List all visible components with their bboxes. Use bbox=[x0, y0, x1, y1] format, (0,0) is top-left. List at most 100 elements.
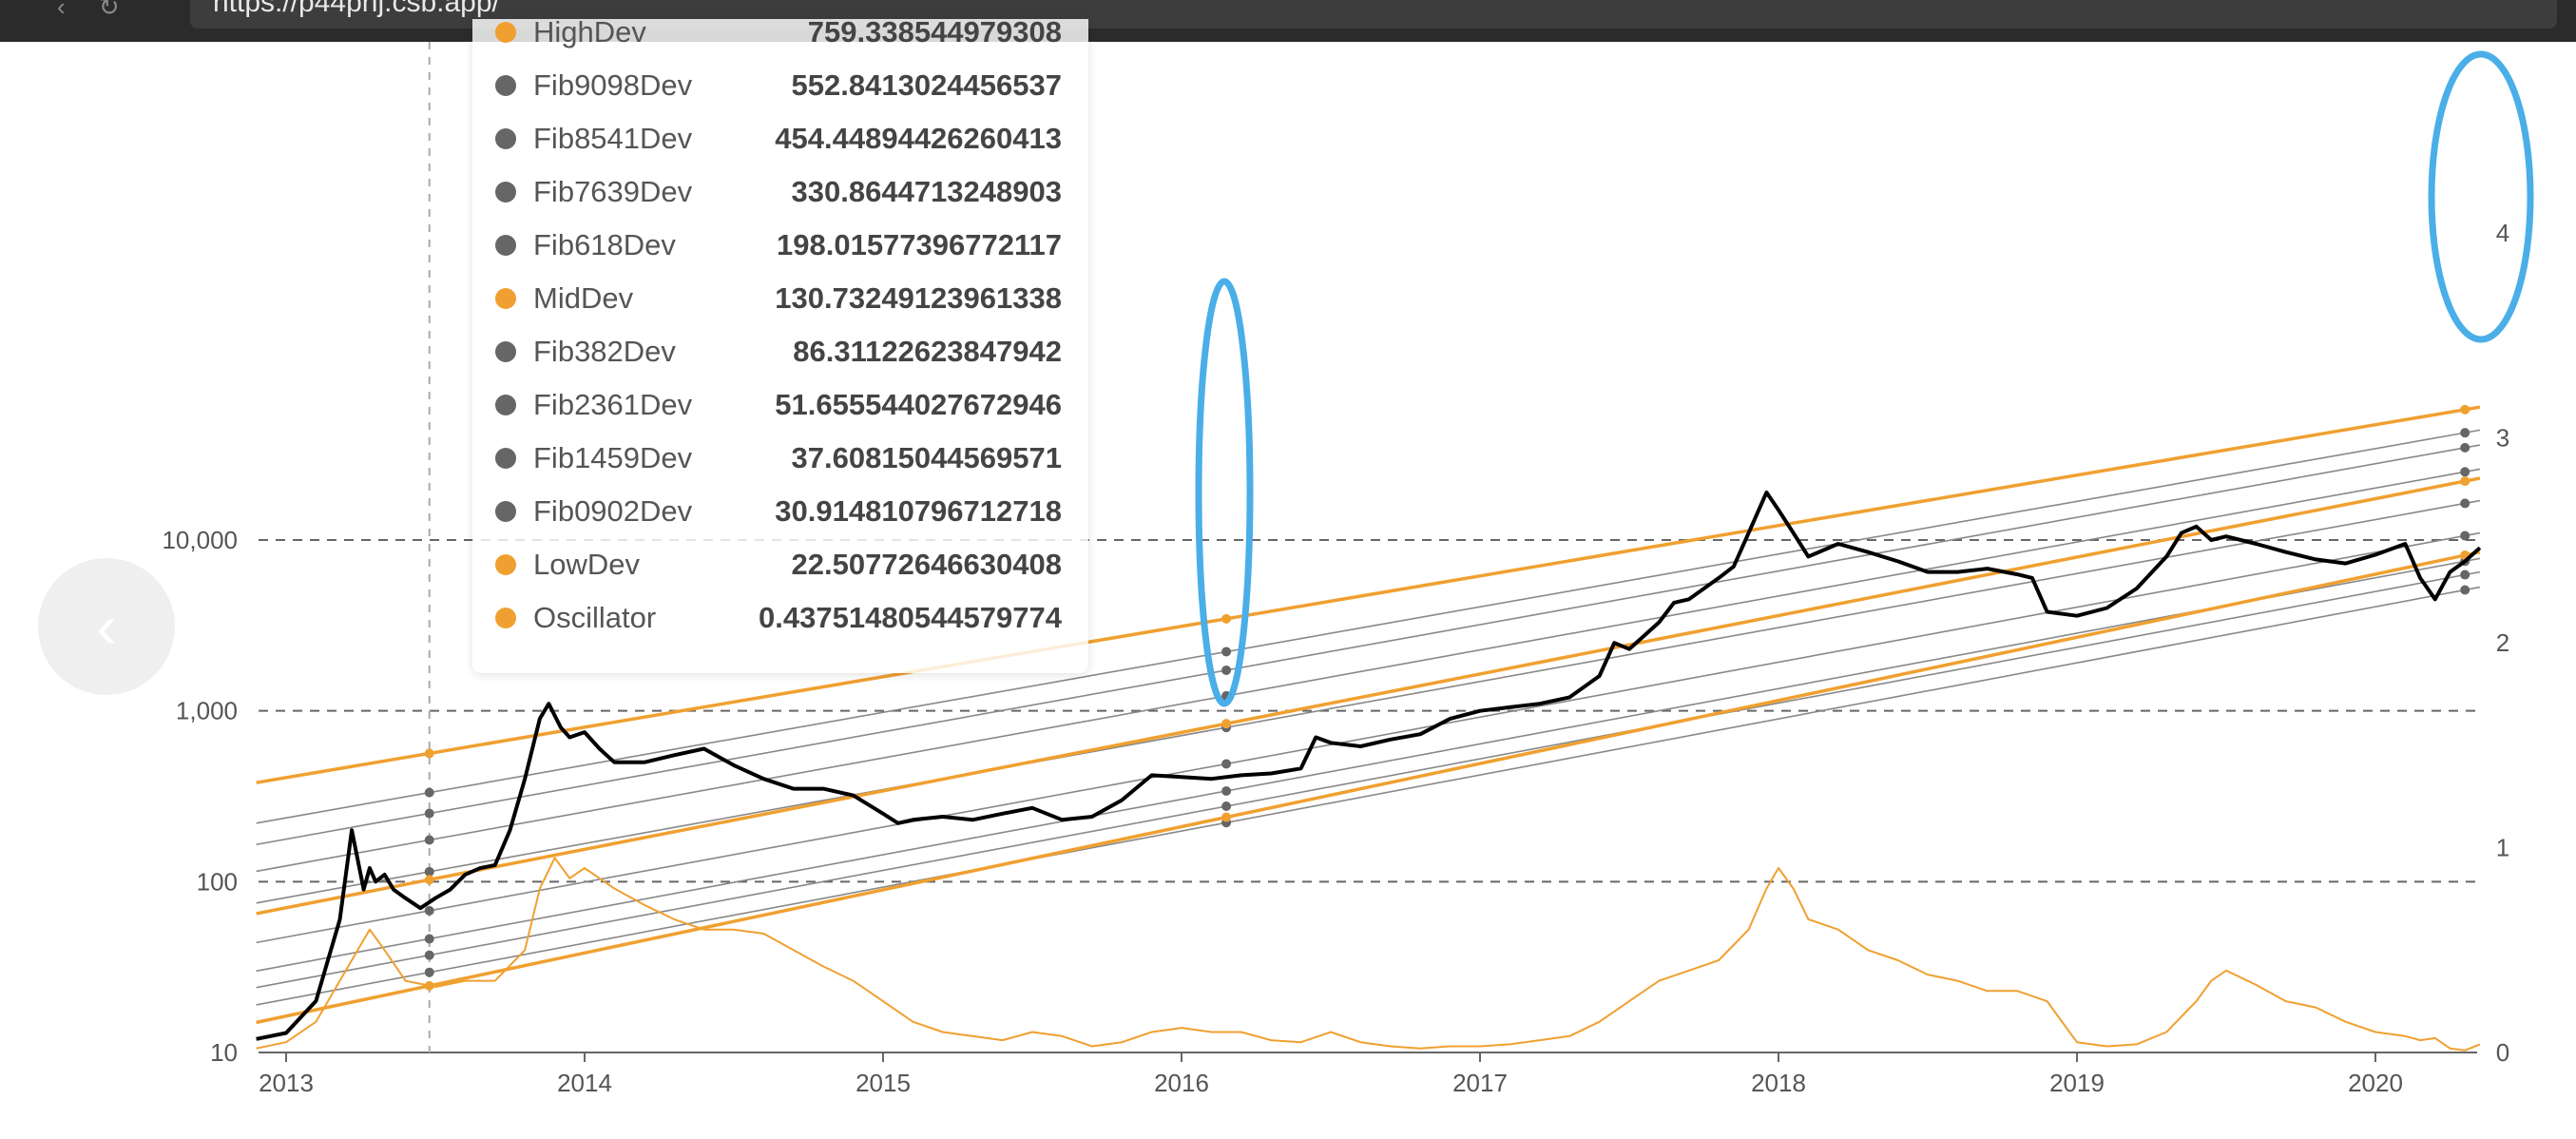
tooltip-series-value: 759.338544979308 bbox=[807, 19, 1062, 48]
tooltip-series-value: 51.655544027672946 bbox=[775, 388, 1062, 421]
band-line-LowDev bbox=[256, 550, 2481, 1025]
band-marker-LowDev bbox=[1221, 812, 1232, 822]
tooltip-series-value: 454.44894426260413 bbox=[775, 122, 1062, 155]
tooltip-row: HighDev 759.338544979308 bbox=[495, 19, 1062, 59]
band-marker-Fib1459Dev bbox=[2460, 570, 2470, 580]
band-marker-HighDev bbox=[2460, 404, 2470, 415]
x-tick-label: 2019 bbox=[2049, 1069, 2105, 1097]
x-tick-label: 2014 bbox=[557, 1069, 612, 1097]
band-line-Fib0902Dev bbox=[256, 586, 2481, 1006]
legend-dot-icon bbox=[495, 182, 516, 203]
tooltip-series-name: Fib1459Dev bbox=[533, 441, 693, 474]
band-marker-Fib382Dev bbox=[424, 905, 434, 916]
x-tick-label: 2018 bbox=[1751, 1069, 1806, 1097]
legend-dot-icon bbox=[495, 608, 516, 628]
band-marker-Fib9098Dev bbox=[1221, 647, 1232, 657]
browser-nav-icons: ‹ ↻ bbox=[57, 0, 146, 19]
legend-dot-icon bbox=[495, 128, 516, 149]
tooltip-series-name: Fib618Dev bbox=[533, 228, 676, 261]
band-line-Fib7639Dev bbox=[256, 468, 2481, 873]
band-marker-Fib618Dev bbox=[2460, 498, 2470, 509]
band-line-Fib8541Dev bbox=[256, 444, 2481, 846]
tooltip-series-name: Fib7639Dev bbox=[533, 175, 693, 208]
tooltip-row: Fib0902Dev 30.914810796712718 bbox=[495, 485, 1062, 538]
band-marker-Fib382Dev bbox=[1221, 759, 1232, 769]
address-bar-url: https://p44pnj.csb.app/ bbox=[213, 0, 500, 18]
legend-dot-icon bbox=[495, 395, 516, 415]
y-right-tick-label: 4 bbox=[2496, 219, 2509, 247]
highlight-ellipse-2020 bbox=[2428, 50, 2534, 343]
x-tick-label: 2016 bbox=[1154, 1069, 1209, 1097]
x-tick-label: 2015 bbox=[855, 1069, 911, 1097]
x-tick-label: 2020 bbox=[2348, 1069, 2403, 1097]
band-marker-Fib7639Dev bbox=[424, 835, 434, 845]
band-line-Fib9098Dev bbox=[256, 429, 2481, 824]
band-marker-Fib9098Dev bbox=[2460, 428, 2470, 438]
tooltip-series-value: 130.73249123961338 bbox=[775, 281, 1062, 315]
legend-dot-icon bbox=[495, 288, 516, 309]
band-marker-Fib382Dev bbox=[2460, 531, 2470, 541]
series-line-price bbox=[256, 490, 2482, 1041]
previous-button[interactable]: ‹ bbox=[38, 558, 175, 695]
tooltip-row: LowDev 22.50772646630408 bbox=[495, 538, 1062, 591]
y-left-tick-label: 10 bbox=[210, 1038, 238, 1067]
tooltip-series-name: Oscillator bbox=[533, 601, 657, 634]
tooltip-series-value: 37.60815044569571 bbox=[791, 441, 1062, 474]
tooltip-row: Fib382Dev 86.31122623847942 bbox=[495, 325, 1062, 378]
band-line-MidDev bbox=[256, 476, 2481, 916]
legend-dot-icon bbox=[495, 448, 516, 469]
tooltip-row: Fib1459Dev 37.60815044569571 bbox=[495, 432, 1062, 485]
y-left-tick-label: 10,000 bbox=[162, 526, 238, 554]
band-marker-MidDev bbox=[2460, 476, 2470, 487]
band-marker-Fib8541Dev bbox=[2460, 442, 2470, 453]
band-marker-Fib618Dev bbox=[424, 866, 434, 877]
tooltip-row: Fib9098Dev 552.8413024456537 bbox=[495, 59, 1062, 112]
band-marker-Fib8541Dev bbox=[1221, 665, 1232, 675]
band-marker-Fib9098Dev bbox=[424, 787, 434, 798]
legend-dot-icon bbox=[495, 554, 516, 575]
tooltip-row: Fib8541Dev 454.44894426260413 bbox=[495, 112, 1062, 165]
tooltip-series-value: 0.43751480544579774 bbox=[759, 601, 1062, 634]
x-tick-label: 2013 bbox=[259, 1069, 314, 1097]
browser-back-icon[interactable]: ‹ bbox=[57, 0, 66, 21]
series-line-oscillator bbox=[256, 857, 2481, 1052]
tooltip-series-value: 22.50772646630408 bbox=[791, 548, 1062, 581]
band-marker-Fib1459Dev bbox=[424, 950, 434, 960]
tooltip-series-name: Fib9098Dev bbox=[533, 68, 693, 102]
band-marker-HighDev bbox=[1221, 613, 1232, 624]
band-line-Fib1459Dev bbox=[256, 570, 2481, 989]
tooltip-series-name: LowDev bbox=[533, 548, 640, 581]
y-left-tick-label: 1,000 bbox=[176, 697, 238, 725]
legend-dot-icon bbox=[495, 22, 516, 43]
legend-dot-icon bbox=[495, 75, 516, 96]
x-tick-label: 2017 bbox=[1452, 1069, 1508, 1097]
y-right-tick-label: 2 bbox=[2496, 628, 2509, 657]
tooltip-row: Fib618Dev 198.01577396772117 bbox=[495, 219, 1062, 272]
tooltip-series-name: MidDev bbox=[533, 281, 634, 315]
band-marker-MidDev bbox=[1221, 719, 1232, 729]
chart-tooltip: HighDev 759.338544979308 Fib9098Dev 552.841… bbox=[472, 19, 1088, 673]
tooltip-row: Fib7639Dev 330.8644713248903 bbox=[495, 165, 1062, 219]
band-marker-Fib2361Dev bbox=[1221, 785, 1232, 796]
tooltip-series-value: 86.31122623847942 bbox=[793, 335, 1062, 368]
tooltip-series-value: 552.8413024456537 bbox=[791, 68, 1062, 102]
y-right-tick-label: 0 bbox=[2496, 1038, 2509, 1067]
band-marker-Fib2361Dev bbox=[424, 934, 434, 944]
y-right-tick-label: 1 bbox=[2496, 834, 2509, 862]
y-right-tick-label: 3 bbox=[2496, 424, 2509, 453]
tooltip-series-name: Fib0902Dev bbox=[533, 494, 693, 528]
highlight-ellipse-2016 bbox=[1195, 278, 1254, 707]
tooltip-series-name: Fib382Dev bbox=[533, 335, 676, 368]
tooltip-row: Fib2361Dev 51.655544027672946 bbox=[495, 378, 1062, 432]
band-line-Fib382Dev bbox=[256, 531, 2481, 944]
reload-icon[interactable]: ↻ bbox=[98, 0, 120, 21]
band-marker-HighDev bbox=[424, 748, 434, 759]
tooltip-series-name: HighDev bbox=[533, 19, 646, 48]
tooltip-row: Oscillator 0.43751480544579774 bbox=[495, 591, 1062, 645]
y-left-tick-label: 100 bbox=[197, 867, 238, 896]
browser-toolbar: ‹ ↻ https://p44pnj.csb.app/ bbox=[0, 0, 2576, 42]
legend-dot-icon bbox=[495, 235, 516, 256]
band-line-Fib618Dev bbox=[256, 499, 2481, 904]
tooltip-series-value: 30.914810796712718 bbox=[775, 494, 1062, 528]
